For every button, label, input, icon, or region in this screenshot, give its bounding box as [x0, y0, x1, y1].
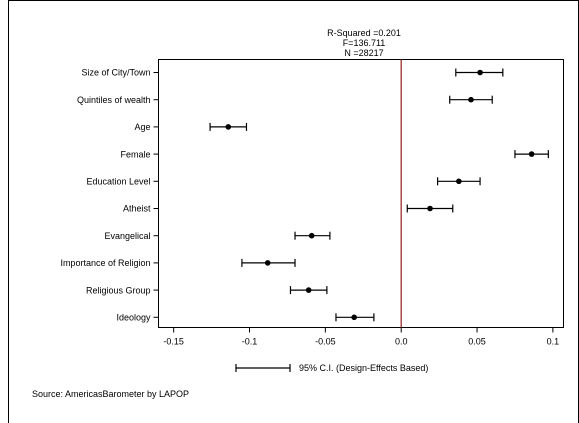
x-tick-label: -0.1 — [242, 337, 258, 347]
category-label: Atheist — [123, 204, 151, 214]
plot-area — [158, 59, 564, 328]
category-label: Education Level — [86, 177, 150, 187]
x-tick-label: 0.05 — [468, 337, 486, 347]
legend-label: 95% C.I. (Design-Effects Based) — [299, 363, 428, 373]
category-label: Importance of Religion — [60, 258, 150, 268]
stat-n: N =28217 — [344, 48, 383, 58]
x-tick-label: -0.15 — [163, 337, 184, 347]
source-note: Source: AmericasBarometer by LAPOP — [32, 389, 189, 399]
point-estimate — [528, 151, 535, 157]
legend: 95% C.I. (Design-Effects Based) — [235, 363, 428, 373]
category-label: Evangelical — [104, 231, 150, 241]
point-estimate — [305, 287, 312, 293]
category-label: Religious Group — [86, 285, 151, 295]
point-estimate — [225, 124, 232, 130]
point-estimate — [264, 260, 271, 266]
x-tick-label: 0.0 — [395, 337, 408, 347]
category-label: Age — [134, 122, 150, 132]
point-estimate — [351, 314, 357, 321]
category-label: Ideology — [116, 313, 151, 323]
category-label: Size of City/Town — [81, 68, 150, 78]
point-estimate — [477, 69, 483, 76]
point-estimate — [427, 205, 433, 212]
point-estimate — [308, 232, 315, 239]
point-estimate — [468, 96, 474, 103]
point-estimate — [456, 178, 462, 185]
stat-r-squared: R-Squared =0.201 — [327, 28, 401, 38]
x-tick-label: -0.05 — [315, 337, 336, 347]
stat-f: F=136.711 — [343, 38, 386, 48]
x-tick-label: 0.1 — [547, 337, 560, 347]
category-label: Quintiles of wealth — [77, 95, 151, 105]
category-label: Female — [120, 149, 150, 159]
